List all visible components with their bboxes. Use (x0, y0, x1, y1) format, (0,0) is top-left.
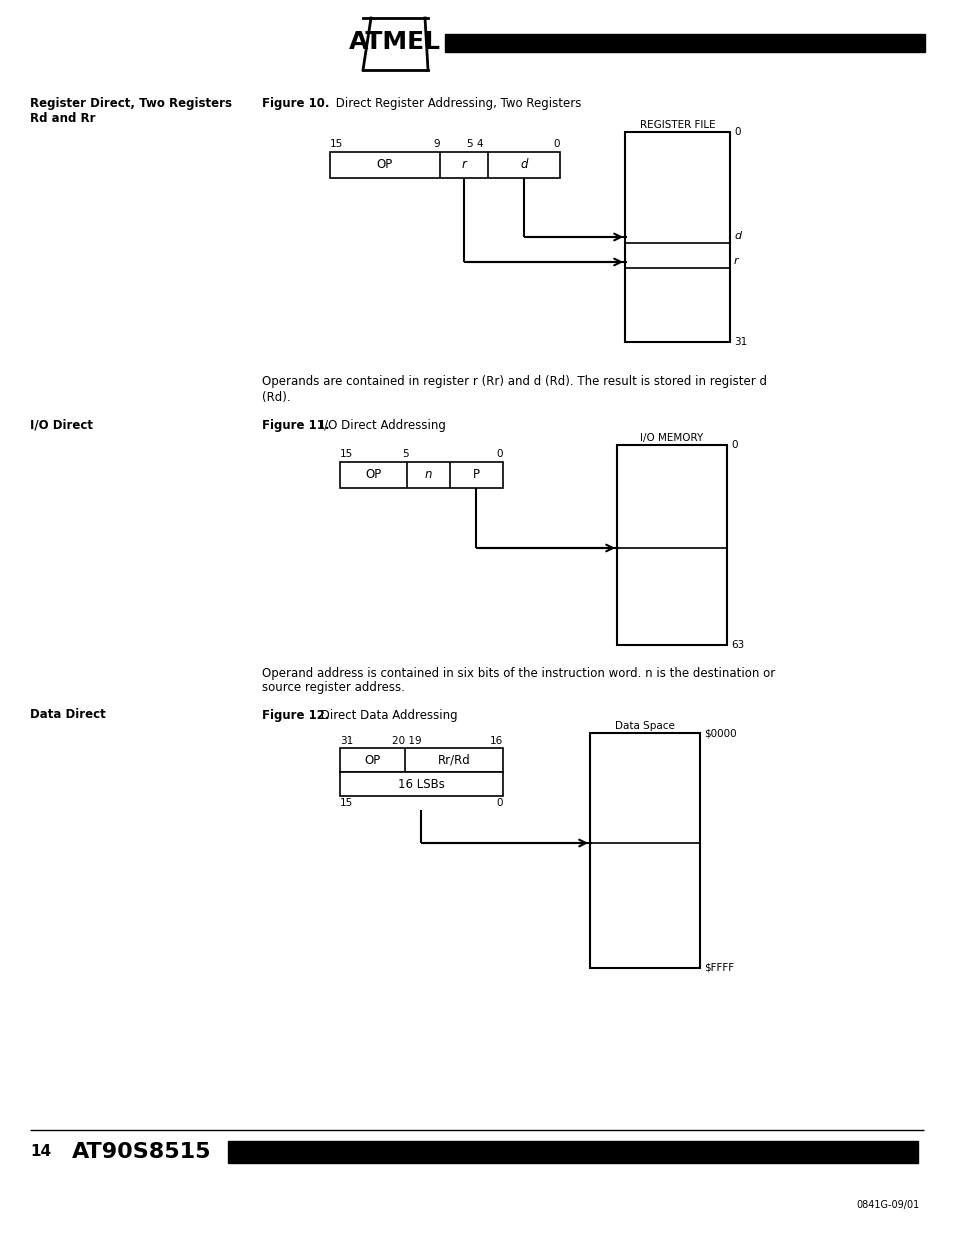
Text: Rr/Rd: Rr/Rd (437, 753, 470, 767)
Text: I/O Direct Addressing: I/O Direct Addressing (316, 419, 445, 431)
Text: Figure 12.: Figure 12. (262, 709, 329, 721)
Text: I/O Direct: I/O Direct (30, 419, 92, 431)
Bar (228, 1141, 917, 1163)
Text: 16: 16 (489, 736, 502, 746)
Text: Rd and Rr: Rd and Rr (30, 111, 95, 125)
Text: Operands are contained in register r (Rr) and d (Rd). The result is stored in re: Operands are contained in register r (Rr… (262, 375, 766, 389)
Text: Figure 10.: Figure 10. (262, 96, 329, 110)
Text: 5: 5 (402, 450, 409, 459)
Text: ATMEL: ATMEL (349, 30, 440, 54)
Text: d: d (733, 231, 740, 241)
Text: Direct Register Addressing, Two Registers: Direct Register Addressing, Two Register… (332, 96, 580, 110)
Bar (617, 445, 726, 645)
Text: Data Direct: Data Direct (30, 709, 106, 721)
Text: d: d (519, 158, 527, 172)
Text: r: r (733, 256, 738, 266)
Text: 14: 14 (30, 1145, 51, 1160)
Text: 15: 15 (339, 450, 353, 459)
Text: 15: 15 (330, 140, 343, 149)
Text: 9: 9 (433, 140, 439, 149)
Text: r: r (461, 158, 466, 172)
Text: $FFFF: $FFFF (703, 963, 734, 973)
Bar (339, 748, 502, 772)
Text: 20 19: 20 19 (392, 736, 421, 746)
Bar (339, 462, 502, 488)
Text: 0: 0 (496, 798, 502, 808)
Text: Data Space: Data Space (615, 721, 674, 731)
Text: source register address.: source register address. (262, 682, 404, 694)
Bar (589, 734, 700, 968)
Text: OP: OP (376, 158, 393, 172)
Text: n: n (424, 468, 432, 482)
Text: 0: 0 (496, 450, 502, 459)
Bar (330, 152, 559, 178)
Text: OP: OP (364, 753, 380, 767)
Text: Operand address is contained in six bits of the instruction word. n is the desti: Operand address is contained in six bits… (262, 667, 775, 679)
Text: AT90S8515: AT90S8515 (71, 1142, 212, 1162)
Text: OP: OP (365, 468, 381, 482)
Text: $0000: $0000 (703, 727, 736, 739)
Text: 15: 15 (339, 798, 353, 808)
Text: 0: 0 (730, 440, 737, 450)
Text: 0841G-09/01: 0841G-09/01 (856, 1200, 919, 1210)
Text: 16 LSBs: 16 LSBs (397, 778, 444, 790)
Text: 5 4: 5 4 (467, 140, 483, 149)
Text: 0: 0 (733, 127, 740, 137)
Text: 0: 0 (553, 140, 559, 149)
Text: REGISTER FILE: REGISTER FILE (639, 120, 715, 130)
Text: Figure 11.: Figure 11. (262, 419, 329, 431)
Bar (339, 772, 502, 797)
Text: 31: 31 (733, 337, 746, 347)
Text: P: P (473, 468, 479, 482)
Text: Direct Data Addressing: Direct Data Addressing (316, 709, 457, 721)
Text: (Rd).: (Rd). (262, 390, 291, 404)
Text: 31: 31 (339, 736, 353, 746)
Bar (624, 132, 729, 342)
Text: I/O MEMORY: I/O MEMORY (639, 433, 703, 443)
Text: 63: 63 (730, 640, 743, 650)
Text: Register Direct, Two Registers: Register Direct, Two Registers (30, 96, 232, 110)
Bar (444, 35, 924, 52)
